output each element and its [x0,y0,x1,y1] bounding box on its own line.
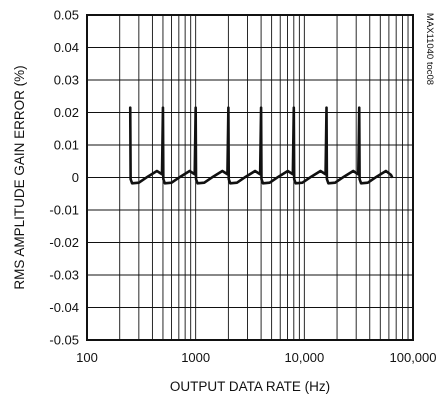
y-tick-labels: 0.05 0.04 0.03 0.02 0.01 0 -0.01 -0.02 -0.03 -0.0… [49,8,79,348]
y-tick-label: -0.01 [49,203,79,218]
series-layer [128,106,394,185]
x-axis-title: OUTPUT DATA RATE (Hz) [170,379,330,394]
x-tick-label: 100 [76,350,98,365]
y-tick-label: 0 [72,170,79,185]
y-tick-label: -0.03 [49,268,79,283]
y-tick-label: -0.05 [49,333,79,348]
x-tick-labels: 100 1000 10,000 100,000 [76,350,436,365]
y-tick-label: 0.01 [54,138,79,153]
x-tick-label: 10,000 [284,350,324,365]
y-tick-label: -0.04 [49,300,79,315]
plot-frame [86,14,414,341]
watermark-label: MAX11040 toc08 [424,13,435,85]
y-tick-label: 0.05 [54,8,79,23]
series-line [128,106,394,185]
y-axis-title: RMS AMPLITUDE GAIN ERROR (%) [12,65,27,289]
x-tick-label: 1000 [181,350,210,365]
y-tick-label: 0.03 [54,73,79,88]
y-tick-label: 0.02 [54,105,79,120]
y-tick-label: 0.04 [54,40,79,55]
x-tick-label: 100,000 [390,350,437,365]
y-tick-label: -0.02 [49,235,79,250]
